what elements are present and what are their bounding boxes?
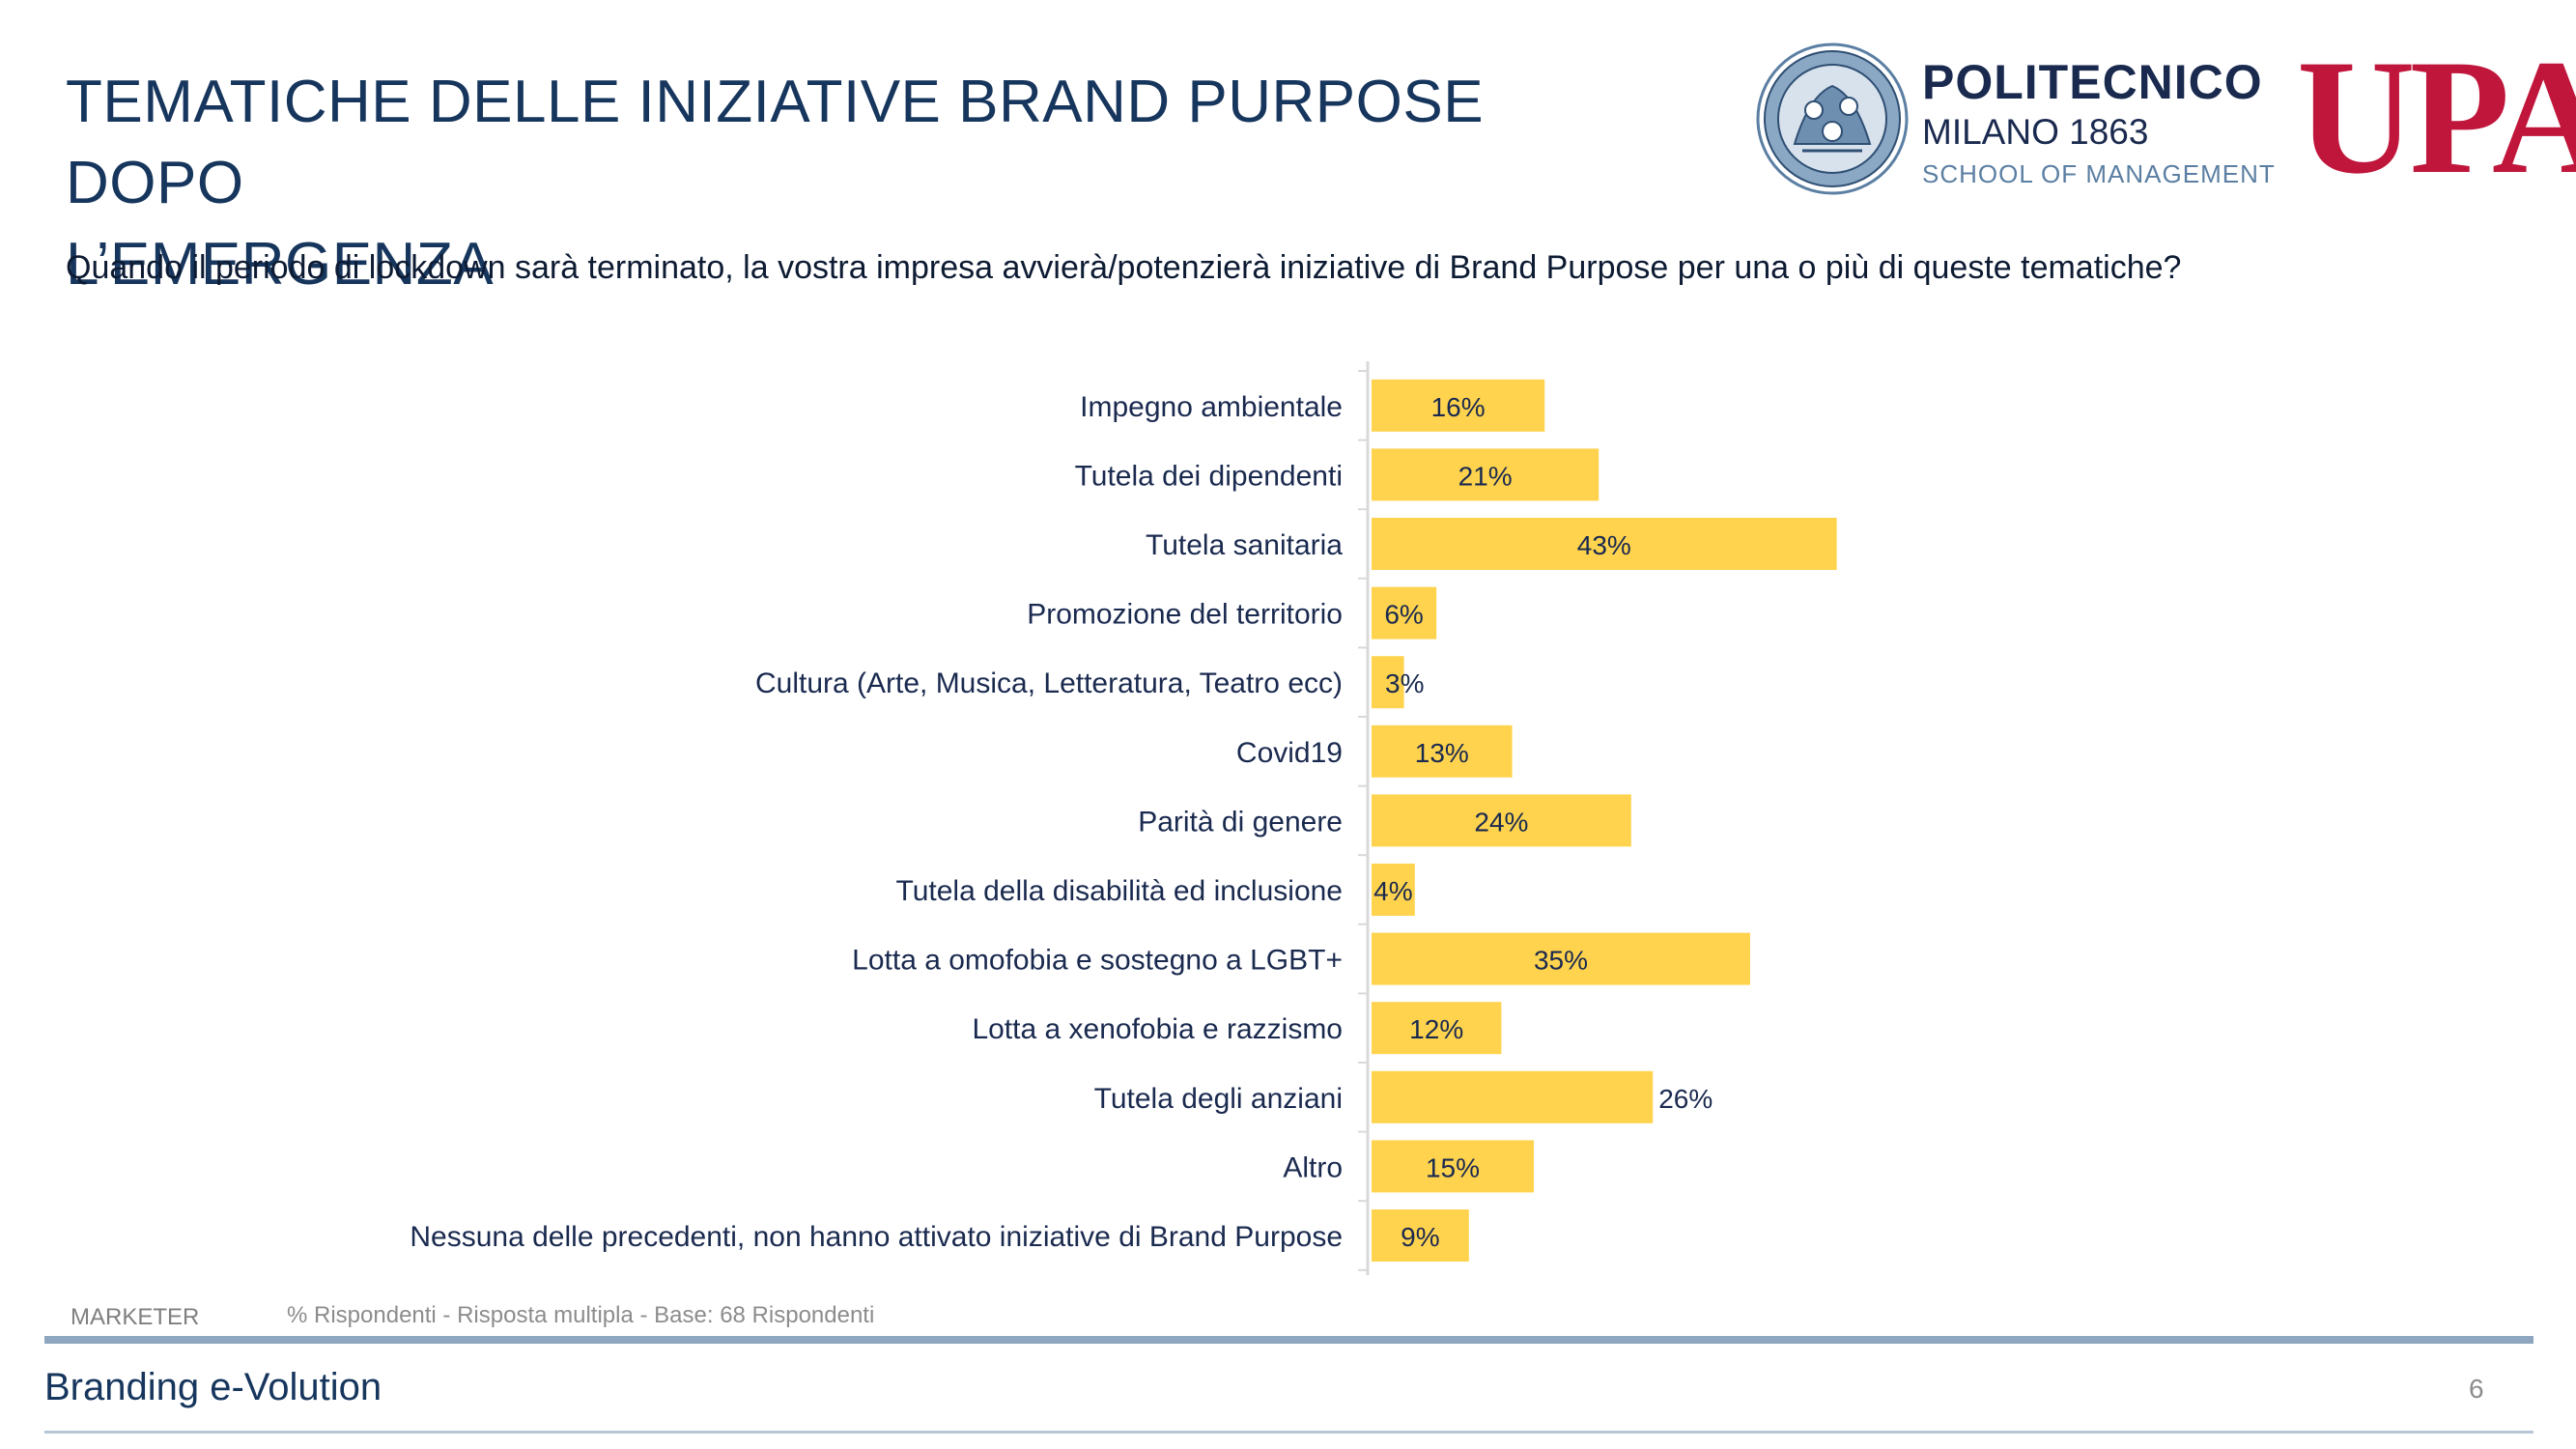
category-label: Altro	[1283, 1151, 1343, 1183]
category-label: Tutela dei dipendenti	[1075, 460, 1343, 492]
data-label: 16%	[1431, 392, 1486, 422]
footer-divider	[44, 1336, 2534, 1344]
data-label: 12%	[1409, 1014, 1463, 1044]
footnote: % Rispondenti - Risposta multipla - Base…	[287, 1302, 875, 1328]
page-title: TEMATICHE DELLE INIZIATIVE BRAND PURPOSE…	[66, 62, 1630, 305]
politecnico-logo: POLITECNICO MILANO 1863 SCHOOL OF MANAGE…	[1756, 43, 2275, 197]
data-label: 43%	[1577, 530, 1631, 560]
bar	[1372, 448, 1599, 501]
category-label: Tutela sanitaria	[1146, 529, 1343, 561]
politecnico-seal-icon	[1756, 43, 1909, 195]
bar	[1372, 864, 1415, 916]
category-label: Tutela degli anziani	[1094, 1083, 1343, 1115]
data-label: 15%	[1426, 1152, 1480, 1182]
page-number: 6	[2469, 1374, 2484, 1404]
politecnico-school: SCHOOL OF MANAGEMENT	[1922, 159, 2276, 188]
data-label: 3%	[1385, 668, 1424, 698]
bar	[1372, 1209, 1469, 1262]
category-label: Promozione del territorio	[1027, 599, 1343, 631]
category-label: Covid19	[1236, 737, 1343, 769]
category-label: Lotta a omofobia e sostegno a LGBT+	[852, 945, 1343, 977]
politecnico-city: MILANO 1863	[1922, 112, 2149, 152]
category-label: Impegno ambientale	[1080, 391, 1343, 423]
data-label: 26%	[1658, 1084, 1713, 1114]
bar	[1372, 794, 1631, 847]
footer-bottom-rule	[44, 1431, 2534, 1434]
upa-logo: UPA	[2297, 26, 2576, 208]
bar	[1372, 724, 1513, 778]
bar	[1372, 586, 1437, 639]
category-label: Cultura (Arte, Musica, Letteratura, Teat…	[755, 668, 1343, 699]
bar	[1372, 1140, 1534, 1193]
data-label: 24%	[1474, 807, 1528, 837]
footnote-tag: MARKETER	[71, 1304, 200, 1330]
data-label: 9%	[1401, 1222, 1439, 1252]
bar-chart-svg: Impegno ambientale 16% Tutela dei dipenden…	[410, 361, 1837, 1275]
page-title-line-1: TEMATICHE DELLE INIZIATIVE BRAND PURPOSE…	[66, 69, 1485, 216]
bar	[1372, 379, 1545, 432]
footer-title: Branding e-Volution	[44, 1366, 382, 1408]
category-label: Lotta a xenofobia e razzismo	[972, 1013, 1343, 1045]
category-label: Nessuna delle precedenti, non hanno atti…	[410, 1221, 1343, 1253]
data-label: 6%	[1384, 600, 1423, 630]
bar	[1372, 1002, 1502, 1055]
data-label: 13%	[1415, 738, 1469, 768]
category-label: Parità di genere	[1138, 806, 1343, 838]
politecnico-name: POLITECNICO	[1922, 55, 2263, 109]
bar	[1372, 932, 1750, 985]
category-label: Tutela della disabilità ed inclusione	[895, 875, 1343, 907]
bar	[1372, 1070, 1654, 1123]
page-title-line-2: L’EMERGENZA	[66, 231, 495, 298]
data-label: 4%	[1373, 876, 1412, 906]
data-label: 35%	[1534, 946, 1588, 976]
bar	[1372, 518, 1837, 570]
question-subtitle: Quando il periodo di lockdown sarà termi…	[66, 249, 2182, 286]
bar	[1372, 656, 1404, 709]
data-label: 21%	[1458, 461, 1513, 491]
bar-chart: Impegno ambientale 16% Tutela dei dipenden…	[0, 348, 2576, 1275]
